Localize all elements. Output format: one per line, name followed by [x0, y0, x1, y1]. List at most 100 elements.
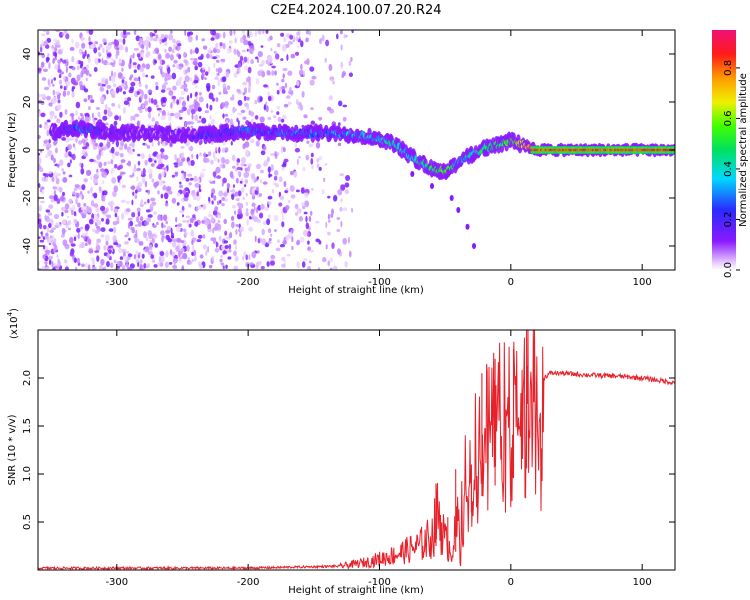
noise-speckle: [140, 199, 144, 205]
noise-speckle: [176, 79, 182, 86]
noise-speckle: [145, 265, 148, 269]
noise-speckle: [43, 40, 48, 45]
noise-speckle: [148, 172, 153, 179]
noise-speckle: [237, 112, 243, 116]
noise-speckle: [171, 197, 177, 204]
noise-speckle: [210, 192, 214, 199]
noise-speckle: [99, 43, 103, 48]
noise-speckle: [113, 259, 117, 264]
noise-speckle: [259, 96, 263, 102]
noise-speckle: [283, 36, 287, 42]
noise-speckle: [97, 52, 102, 56]
noise-speckle: [156, 221, 159, 226]
noise-speckle: [90, 176, 93, 181]
y-tick-label: 20: [22, 96, 33, 109]
noise-speckle: [215, 32, 220, 40]
noise-speckle: [304, 200, 310, 208]
colorbar-label: Normalized spectral amplitude: [738, 73, 749, 227]
branch-point: [465, 223, 470, 230]
noise-speckle: [165, 76, 170, 81]
noise-speckle: [45, 154, 49, 159]
noise-speckle: [205, 249, 208, 257]
noise-speckle: [52, 267, 56, 270]
noise-speckle: [187, 160, 192, 166]
noise-speckle: [63, 76, 66, 81]
noise-speckle: [191, 216, 197, 221]
noise-speckle: [295, 36, 299, 42]
noise-speckle: [347, 236, 351, 244]
noise-speckle: [193, 49, 196, 54]
noise-speckle: [87, 190, 90, 194]
noise-speckle: [62, 219, 66, 224]
noise-speckle: [274, 70, 277, 76]
noise-speckle: [123, 30, 127, 36]
noise-speckle: [93, 215, 99, 222]
noise-speckle: [48, 223, 52, 229]
noise-speckle: [54, 63, 59, 70]
noise-speckle: [222, 265, 225, 270]
ridge-band-core: [558, 148, 562, 152]
noise-speckle: [287, 41, 293, 45]
noise-speckle: [216, 200, 220, 206]
noise-speckle: [151, 117, 155, 122]
noise-speckle: [207, 246, 210, 253]
noise-speckle: [176, 238, 181, 242]
noise-speckle: [91, 258, 95, 266]
noise-speckle: [307, 232, 310, 237]
noise-speckle: [82, 146, 87, 150]
noise-speckle: [202, 244, 207, 250]
noise-speckle: [213, 157, 218, 162]
noise-speckle: [74, 41, 80, 49]
noise-speckle: [193, 79, 199, 84]
noise-speckle: [231, 225, 234, 229]
noise-speckle: [187, 173, 193, 177]
noise-speckle: [222, 76, 227, 82]
noise-speckle: [253, 206, 256, 212]
noise-speckle: [250, 59, 254, 65]
noise-speckle: [133, 254, 137, 260]
noise-speckle: [56, 173, 61, 177]
noise-speckle: [295, 189, 300, 193]
branch-point: [449, 195, 454, 201]
noise-speckle: [283, 103, 289, 108]
noise-speckle: [178, 54, 182, 60]
noise-speckle: [99, 87, 105, 92]
noise-speckle: [245, 254, 248, 261]
noise-speckle: [81, 42, 86, 49]
noise-speckle: [147, 251, 153, 256]
noise-speckle: [217, 214, 222, 219]
noise-speckle: [221, 203, 225, 207]
noise-speckle: [247, 166, 251, 172]
noise-speckle: [235, 198, 240, 202]
noise-speckle: [280, 147, 283, 154]
noise-speckle: [243, 184, 247, 188]
noise-speckle: [248, 47, 253, 54]
snr-y-label: SNR (10 * v/v): [7, 414, 18, 485]
noise-speckle: [123, 107, 126, 114]
noise-speckle: [85, 69, 90, 76]
noise-speckle: [276, 43, 281, 48]
noise-speckle: [112, 190, 117, 198]
noise-speckle: [106, 214, 112, 219]
noise-speckle: [216, 59, 220, 63]
noise-speckle: [144, 84, 148, 89]
noise-speckle: [242, 34, 247, 41]
noise-speckle: [122, 91, 126, 95]
noise-speckle: [280, 211, 284, 215]
noise-speckle: [261, 228, 265, 236]
noise-speckle: [100, 258, 105, 266]
noise-speckle: [168, 90, 174, 96]
noise-speckle: [112, 235, 117, 243]
noise-speckle: [309, 79, 315, 86]
noise-speckle: [158, 179, 164, 186]
noise-speckle: [58, 159, 64, 166]
noise-speckle: [126, 162, 131, 166]
colorbar-tick-label: 0.8: [723, 60, 734, 76]
noise-speckle: [118, 44, 124, 51]
noise-speckle: [299, 104, 304, 111]
noise-speckle: [261, 59, 265, 65]
noise-speckle: [38, 134, 41, 140]
noise-speckle: [53, 171, 57, 178]
noise-speckle: [281, 256, 286, 262]
noise-speckle: [331, 208, 334, 215]
